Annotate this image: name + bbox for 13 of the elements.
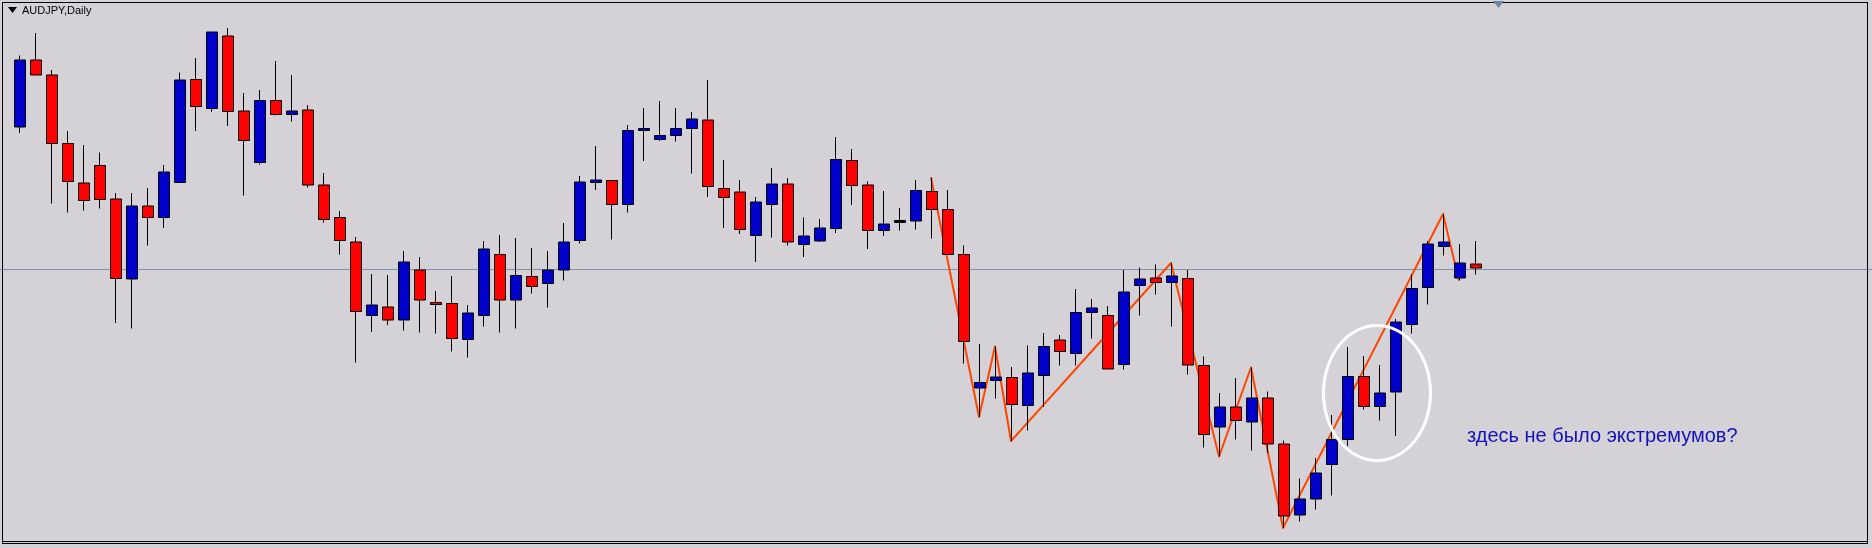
annotation: здесь не было экстремумов?: [1467, 424, 1738, 447]
candlestick: [430, 290, 442, 334]
candlestick: [270, 60, 282, 116]
candlestick: [638, 107, 650, 162]
candlestick: [718, 159, 730, 229]
candlestick: [894, 207, 906, 231]
candlestick: [526, 247, 538, 294]
candlestick: [334, 210, 346, 255]
candlestick: [670, 107, 682, 142]
candlestick: [606, 179, 618, 240]
candlestick: [654, 100, 666, 142]
candlestick: [926, 177, 938, 239]
chart-title: AUDJPY,Daily: [22, 4, 92, 16]
